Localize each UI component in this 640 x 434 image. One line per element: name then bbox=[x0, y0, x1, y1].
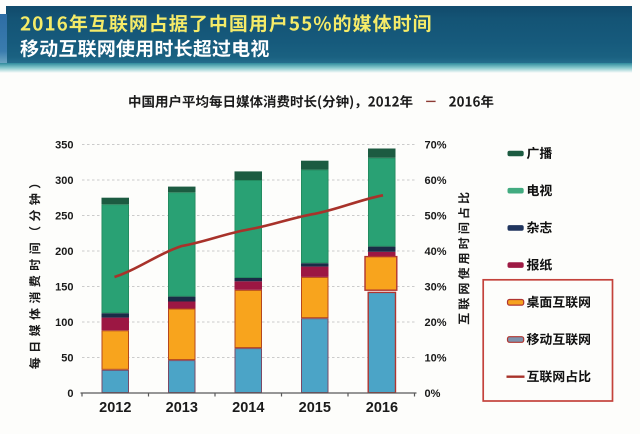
svg-text:60%: 60% bbox=[425, 175, 447, 187]
svg-text:50: 50 bbox=[61, 352, 73, 364]
svg-text:30%: 30% bbox=[425, 281, 447, 293]
svg-text:70%: 70% bbox=[425, 139, 447, 151]
svg-text:2014: 2014 bbox=[232, 400, 264, 416]
svg-text:10%: 10% bbox=[425, 352, 447, 364]
svg-text:2016: 2016 bbox=[366, 400, 398, 416]
svg-text:20%: 20% bbox=[425, 317, 447, 329]
svg-text:0: 0 bbox=[67, 388, 73, 400]
svg-text:2015: 2015 bbox=[299, 400, 331, 416]
svg-text:350: 350 bbox=[55, 139, 73, 151]
svg-text:50%: 50% bbox=[425, 210, 447, 222]
svg-text:250: 250 bbox=[55, 210, 73, 222]
svg-text:100: 100 bbox=[55, 317, 73, 329]
svg-text:200: 200 bbox=[55, 246, 73, 258]
svg-text:150: 150 bbox=[55, 281, 73, 293]
svg-text:2012: 2012 bbox=[99, 400, 131, 416]
svg-text:40%: 40% bbox=[425, 246, 447, 258]
svg-text:0%: 0% bbox=[425, 388, 441, 400]
svg-text:2013: 2013 bbox=[166, 400, 198, 416]
svg-text:300: 300 bbox=[55, 175, 73, 187]
